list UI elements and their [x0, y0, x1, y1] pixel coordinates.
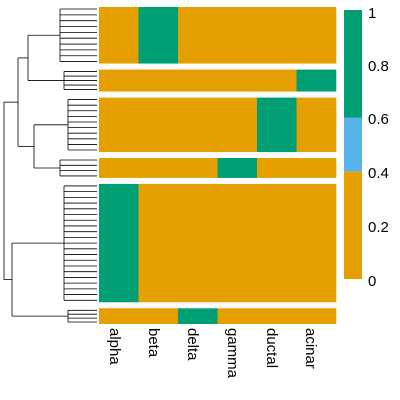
heatmap-cell-beta-cluster-2: [138, 69, 179, 92]
heatmap-cell-alpha-cluster-3: [99, 97, 139, 153]
heatmap-cell-ductal-cluster-4: [257, 158, 297, 178]
heatmap-cell-ductal-cluster-3: [257, 97, 297, 153]
legend-label-0.6: 0.6: [368, 111, 389, 128]
heatmap-cell-delta-cluster-5: [178, 183, 218, 303]
heatmap-cell-delta-cluster-1: [178, 7, 218, 64]
heatmap-cell-gamma-cluster-4: [217, 158, 258, 178]
col-label-acinar: acinar: [302, 328, 319, 369]
heatmap-body: [99, 7, 337, 324]
heatmap-cell-alpha-cluster-1: [99, 7, 139, 64]
heatmap-cell-ductal-cluster-2: [257, 69, 297, 92]
heatmap-cell-gamma-cluster-3: [217, 97, 258, 153]
heatmap-cell-alpha-cluster-4: [99, 158, 139, 178]
legend-color-band: [344, 10, 362, 118]
heatmap-cell-delta-cluster-3: [178, 97, 218, 153]
legend-colorbar: [344, 10, 362, 279]
heatmap-cell-alpha-cluster-5: [99, 183, 139, 303]
legend-label-0.4: 0.4: [368, 165, 389, 182]
legend-label-0.8: 0.8: [368, 58, 389, 75]
heatmap-cell-beta-cluster-1: [138, 7, 179, 64]
legend-label-0.2: 0.2: [368, 219, 389, 236]
col-label-beta: beta: [145, 328, 162, 358]
heatmap-cell-delta-cluster-2: [178, 69, 218, 92]
heatmap-cell-gamma-cluster-1: [217, 7, 258, 64]
heatmap-cell-acinar-cluster-5: [296, 183, 337, 303]
heatmap-cell-beta-cluster-6: [138, 308, 179, 324]
heatmap-cell-gamma-cluster-5: [217, 183, 258, 303]
col-label-delta: delta: [184, 328, 201, 361]
heatmap-cell-acinar-cluster-4: [296, 158, 337, 178]
heatmap-cell-gamma-cluster-2: [217, 69, 258, 92]
heatmap-cell-ductal-cluster-1: [257, 7, 297, 64]
legend-label-1: 1: [368, 5, 376, 22]
heatmap-cell-acinar-cluster-1: [296, 7, 337, 64]
heatmap-cell-ductal-cluster-6: [257, 308, 297, 324]
heatmap-cell-delta-cluster-4: [178, 158, 218, 178]
heatmap-cell-alpha-cluster-2: [99, 69, 139, 92]
heatmap-cell-alpha-cluster-6: [99, 308, 139, 324]
legend-color-band: [344, 171, 362, 279]
col-label-ductal: ductal: [263, 328, 280, 368]
column-labels: alpha beta delta gamma ductal acinar: [106, 328, 319, 379]
heatmap-cell-beta-cluster-5: [138, 183, 179, 303]
col-label-gamma: gamma: [224, 328, 241, 379]
heatmap-cell-acinar-cluster-3: [296, 97, 337, 153]
heatmap-cell-acinar-cluster-2: [296, 69, 337, 92]
heatmap-cell-beta-cluster-3: [138, 97, 179, 153]
heatmap-cell-acinar-cluster-6: [296, 308, 337, 324]
heatmap-cell-beta-cluster-4: [138, 158, 179, 178]
heatmap-cell-gamma-cluster-6: [217, 308, 258, 324]
legend-color-band: [344, 117, 362, 172]
heatmap-cell-delta-cluster-6: [178, 308, 218, 324]
heatmap-cell-ductal-cluster-5: [257, 183, 297, 303]
col-label-alpha: alpha: [106, 328, 123, 365]
row-dendrogram: [3, 8, 97, 323]
legend-label-0: 0: [368, 273, 376, 290]
color-legend: 1 0.8 0.6 0.4 0.2 0: [344, 5, 389, 290]
